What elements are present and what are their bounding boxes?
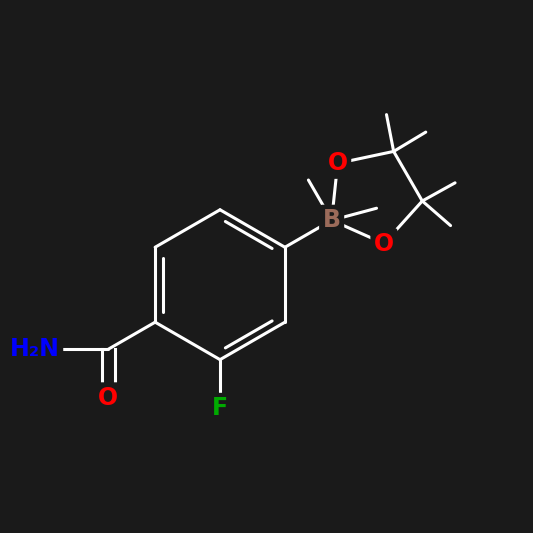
Text: O: O [374,231,394,255]
Text: B: B [322,208,341,232]
Text: H₂N: H₂N [10,337,60,361]
Text: O: O [99,386,118,410]
Text: F: F [212,397,228,421]
Text: O: O [328,151,348,175]
